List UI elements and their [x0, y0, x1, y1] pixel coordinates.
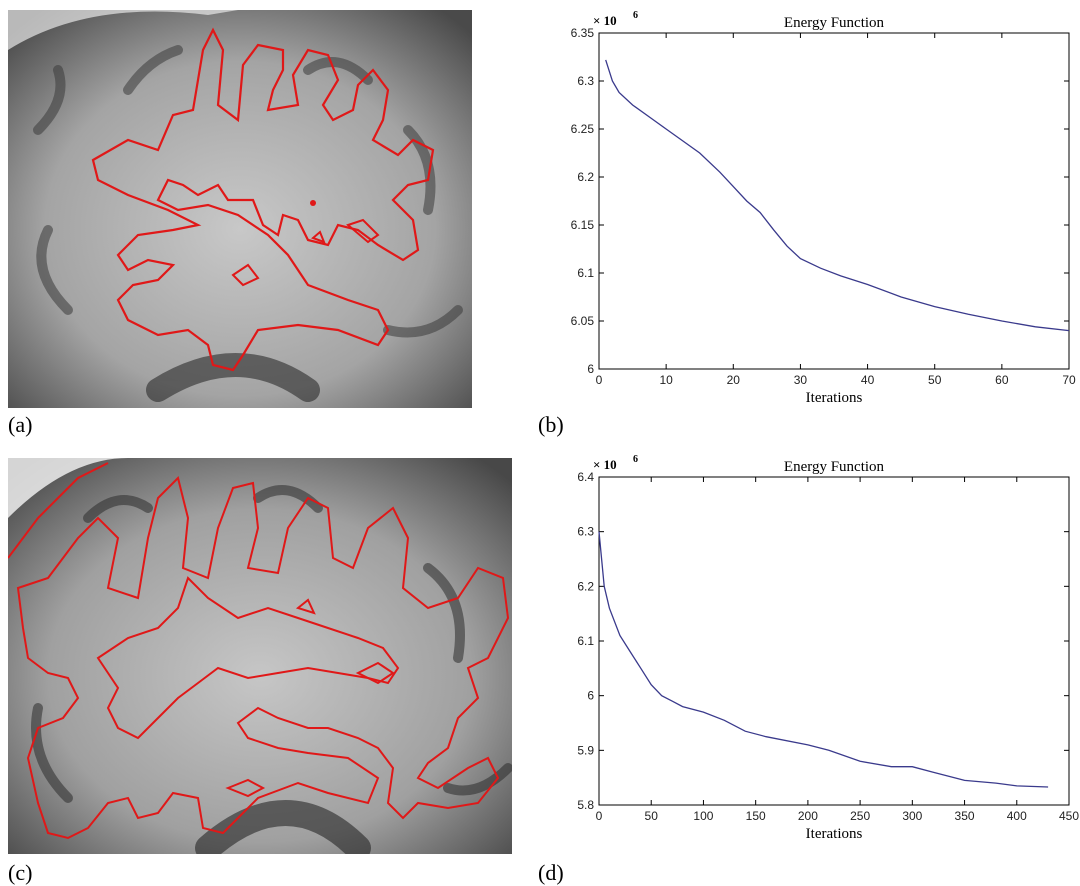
- y-tick-label: 6.1: [577, 634, 594, 648]
- exponent-power: 6: [633, 454, 638, 465]
- exponent-label: × 10: [593, 13, 617, 28]
- y-tick-label: 6.15: [571, 218, 595, 232]
- contour-a: [91, 27, 435, 372]
- x-axis-label: Iterations: [806, 826, 863, 842]
- x-tick-label: 20: [727, 373, 741, 387]
- x-tick-label: 50: [928, 373, 942, 387]
- x-tick-label: 450: [1059, 809, 1079, 823]
- chart-title: Energy Function: [784, 15, 885, 31]
- x-tick-label: 200: [798, 809, 818, 823]
- energy-curve: [605, 59, 1070, 332]
- y-tick-label: 6.3: [577, 74, 594, 88]
- x-axis-label: Iterations: [806, 390, 863, 406]
- exponent-label: × 10: [593, 457, 617, 472]
- mri-c-svg: [8, 458, 512, 854]
- y-tick-label: 6.1: [577, 266, 594, 280]
- x-tick-label: 100: [693, 809, 713, 823]
- y-tick-label: 6.05: [571, 314, 595, 328]
- energy-chart-b-svg: 0 10 20 30 40 50 60 70 6 6.05 6.1 6.15 6.2 6.25 6.3 6.3…: [571, 10, 1076, 406]
- plot-area: [598, 476, 1070, 806]
- energy-chart-d: 0 50 100 150 200 250 300 350 400 450 5.8 5.9 6 6.1 6.2…: [560, 454, 1080, 854]
- x-tick-label: 0: [596, 373, 603, 387]
- y-tick-label: 5.9: [577, 743, 594, 757]
- energy-curve: [598, 531, 1049, 788]
- caption-c: (c): [8, 860, 33, 885]
- x-tick-label: 250: [850, 809, 870, 823]
- x-tick-label: 50: [645, 809, 659, 823]
- y-tick-label: 5.8: [577, 798, 594, 812]
- x-tick-label: 0: [596, 809, 603, 823]
- x-tick-label: 350: [955, 809, 975, 823]
- y-tick-label: 6.3: [577, 525, 594, 539]
- x-tick-label: 10: [659, 373, 673, 387]
- x-tick-label: 40: [861, 373, 875, 387]
- x-tick-label: 60: [995, 373, 1009, 387]
- exponent-power: 6: [633, 10, 638, 21]
- caption-d: (d): [538, 860, 564, 885]
- energy-chart-b: 0 10 20 30 40 50 60 70 6 6.05 6.1 6.15 6.2 6.25 6.3 6.3…: [560, 10, 1080, 410]
- x-tick-label: 150: [746, 809, 766, 823]
- mri-a-svg: [8, 10, 472, 408]
- plot-area: [598, 32, 1070, 370]
- mri-image-c: [8, 458, 512, 854]
- y-tick-label: 6: [587, 362, 594, 376]
- y-tick-label: 6.35: [571, 26, 595, 40]
- y-tick-label: 6.4: [577, 470, 594, 484]
- chart-title: Energy Function: [784, 459, 885, 475]
- caption-b: (b): [538, 412, 564, 437]
- x-tick-label: 300: [902, 809, 922, 823]
- caption-a: (a): [8, 412, 33, 437]
- mri-image-a: [8, 10, 472, 408]
- contour-c: [8, 462, 510, 840]
- y-tick-label: 6.25: [571, 122, 595, 136]
- x-tick-label: 400: [1007, 809, 1027, 823]
- energy-chart-d-svg: 0 50 100 150 200 250 300 350 400 450 5.8 5.9 6 6.1 6.2…: [577, 454, 1079, 842]
- x-tick-label: 70: [1062, 373, 1076, 387]
- y-tick-label: 6.2: [577, 579, 594, 593]
- y-tick-label: 6.2: [577, 170, 594, 184]
- y-tick-label: 6: [587, 689, 594, 703]
- x-tick-label: 30: [794, 373, 808, 387]
